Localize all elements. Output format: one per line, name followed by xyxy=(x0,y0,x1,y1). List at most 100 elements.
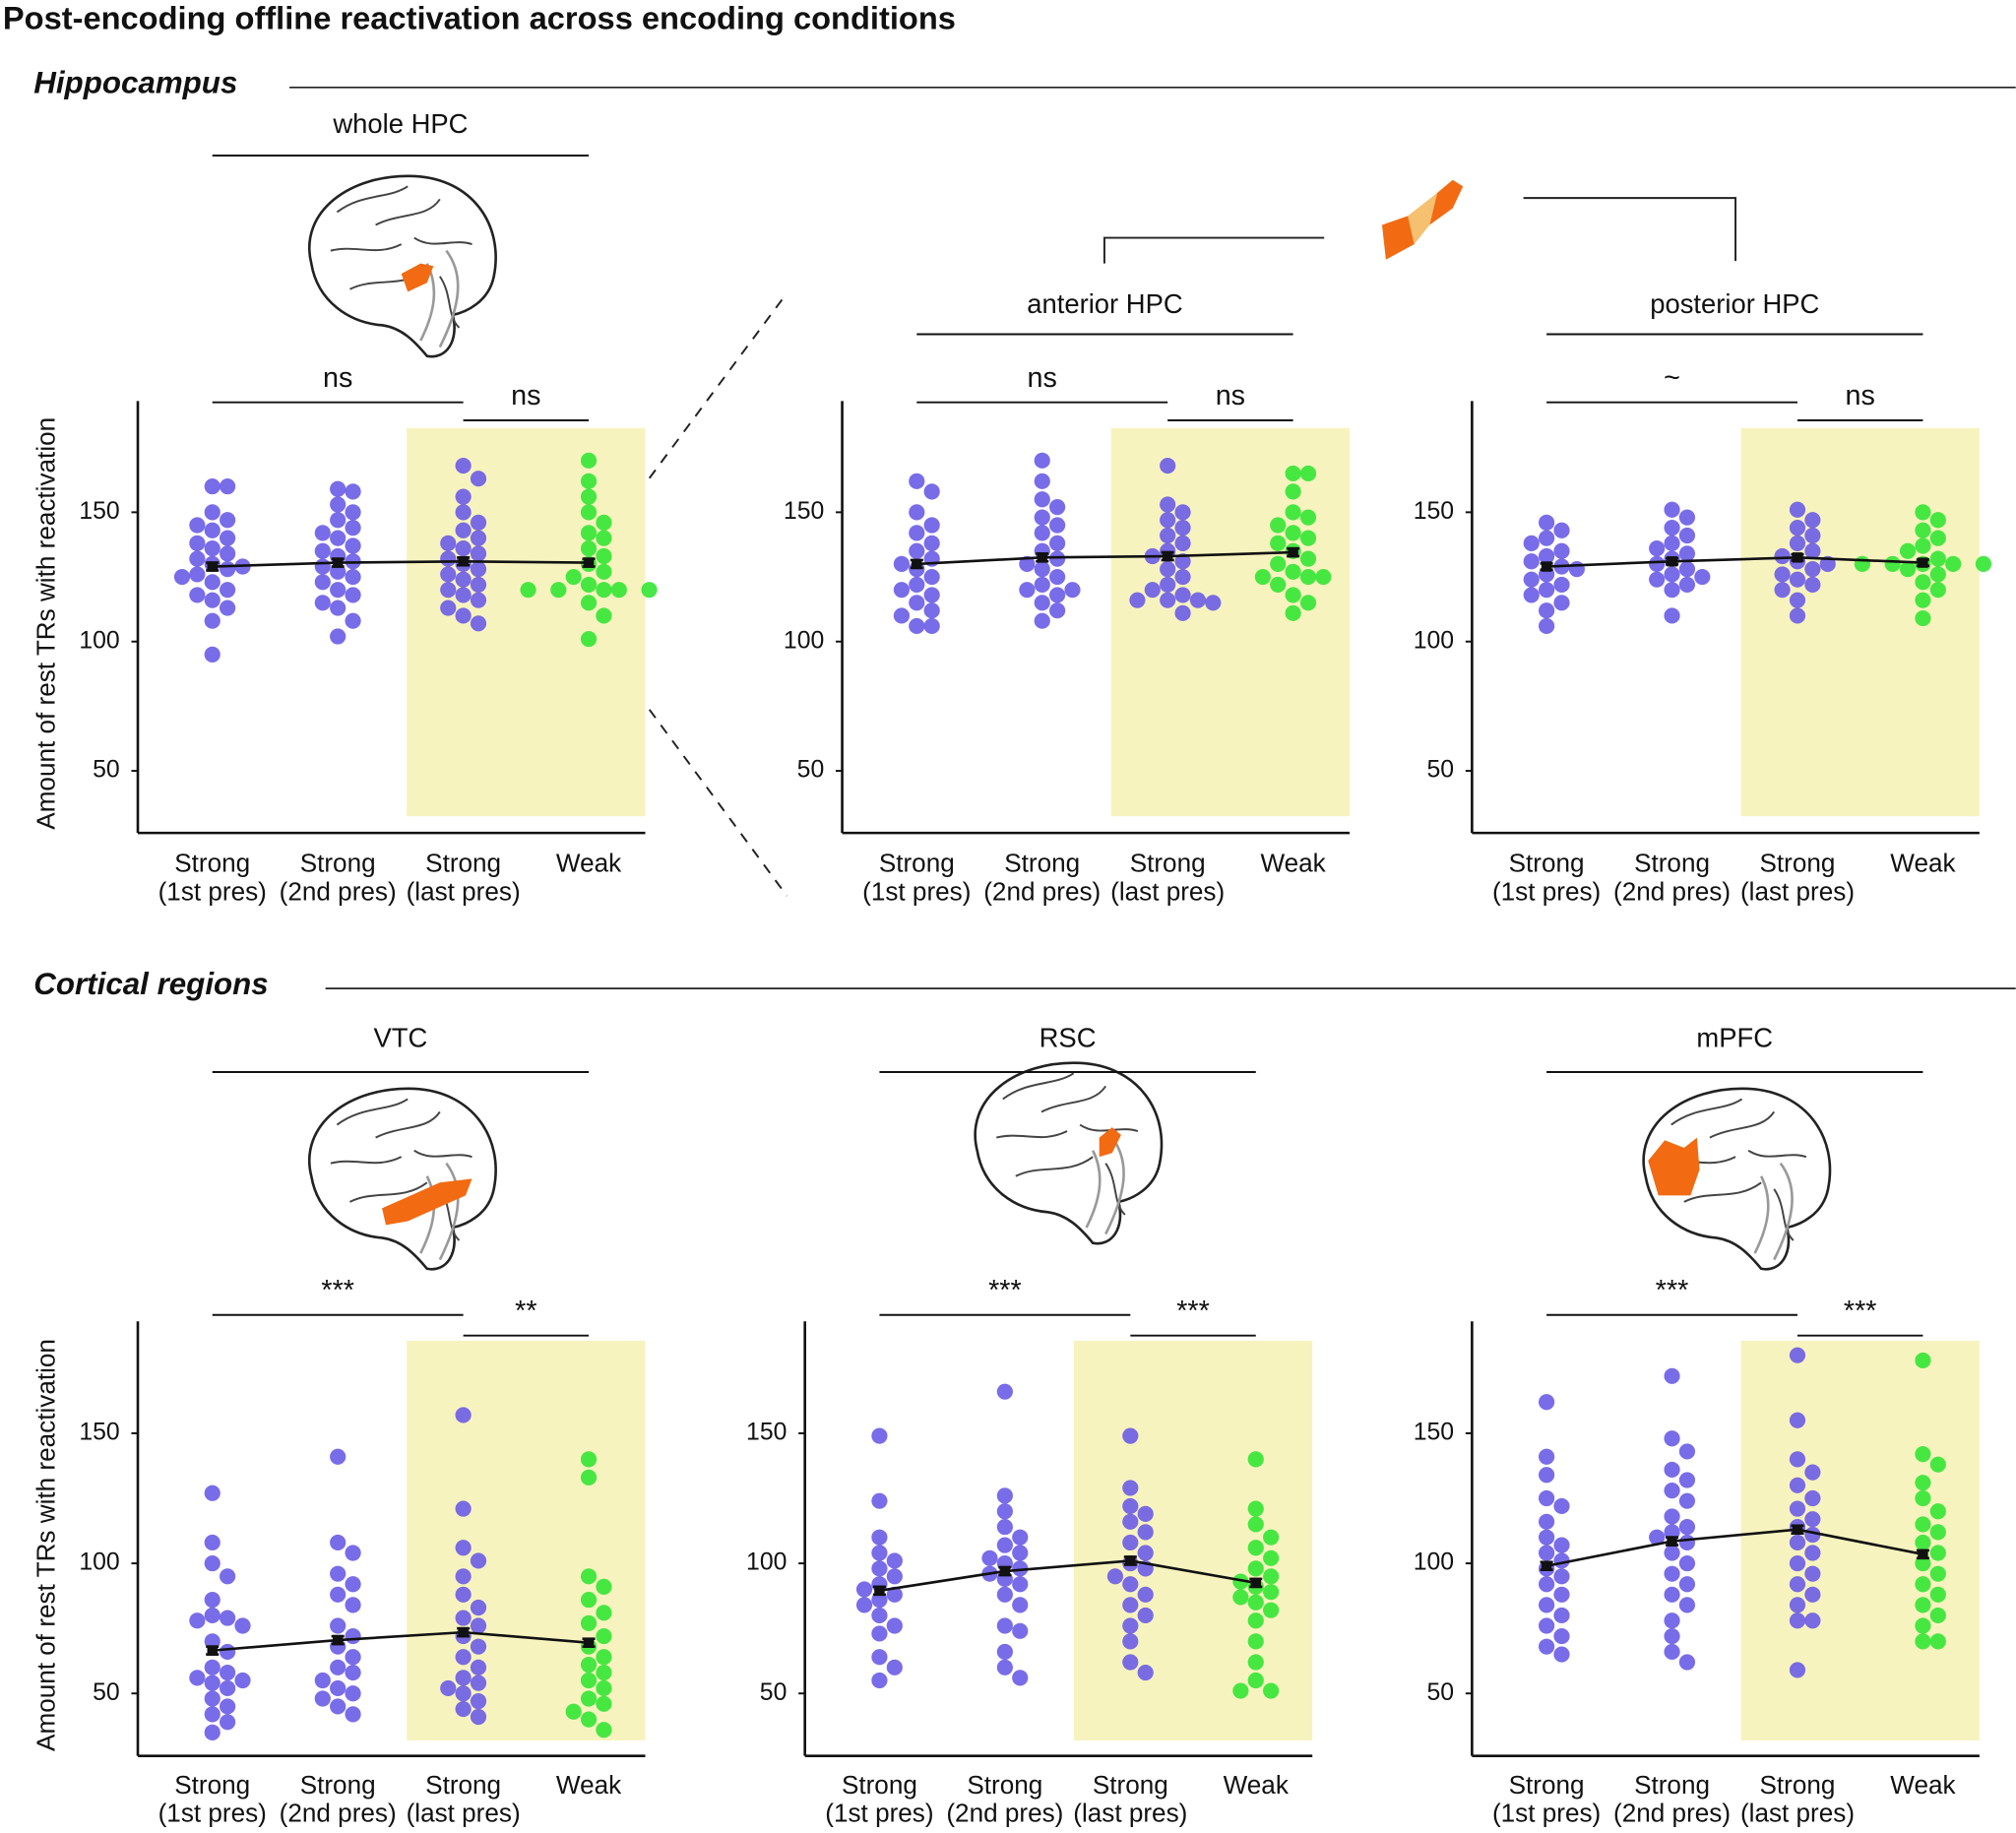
data-point xyxy=(871,1529,888,1546)
mean-marker xyxy=(1541,1560,1552,1571)
data-point xyxy=(886,1568,903,1585)
data-point xyxy=(893,607,911,624)
data-point xyxy=(909,504,925,521)
data-point xyxy=(1174,604,1191,621)
data-point xyxy=(314,525,331,541)
mean-marker xyxy=(999,1565,1011,1577)
data-point xyxy=(330,1448,346,1465)
data-point xyxy=(330,480,346,497)
significance-label: ** xyxy=(515,1296,536,1327)
x-tick-label: Weak xyxy=(556,849,622,878)
data-point xyxy=(220,582,236,599)
data-point xyxy=(220,512,236,529)
data-point xyxy=(1804,1464,1821,1481)
panel-title: anterior HPC xyxy=(1027,288,1182,319)
data-point xyxy=(1649,555,1666,572)
x-tick-label: Strong xyxy=(300,1770,376,1800)
data-point xyxy=(1160,576,1176,594)
x-tick-label: (1st pres) xyxy=(158,1799,267,1828)
zoom-line xyxy=(648,709,788,897)
data-point xyxy=(1884,555,1901,572)
x-tick-label: (2nd pres) xyxy=(1613,1799,1731,1828)
data-point xyxy=(220,1568,236,1585)
data-point xyxy=(455,571,472,588)
data-point xyxy=(923,483,940,500)
mean-line xyxy=(1546,556,1923,568)
data-point xyxy=(1678,509,1696,526)
data-point xyxy=(1122,1534,1139,1551)
data-point xyxy=(440,550,457,567)
data-point xyxy=(1899,561,1917,578)
data-point xyxy=(1539,1394,1555,1411)
data-point xyxy=(1929,512,1946,529)
data-point xyxy=(1247,1516,1264,1533)
data-point xyxy=(1049,587,1066,603)
data-point xyxy=(1034,473,1050,489)
data-point xyxy=(455,607,472,624)
data-point xyxy=(1929,550,1946,567)
data-point xyxy=(1678,1443,1696,1460)
data-point xyxy=(330,1586,346,1603)
data-point xyxy=(1975,555,1992,572)
data-point xyxy=(1774,582,1791,599)
data-point xyxy=(886,1586,903,1603)
x-tick-label: Strong xyxy=(1130,849,1206,878)
data-point xyxy=(1553,542,1570,559)
panel-title: VTC xyxy=(373,1023,427,1053)
data-point xyxy=(871,1649,888,1666)
x-tick-label: (1st pres) xyxy=(825,1799,933,1828)
data-point xyxy=(1034,595,1050,611)
data-point xyxy=(330,1679,346,1697)
data-point xyxy=(189,550,206,567)
mean-marker xyxy=(1250,1577,1261,1589)
data-point xyxy=(1012,1670,1029,1686)
x-tick-label: (last pres) xyxy=(1740,876,1855,906)
data-point xyxy=(220,1664,236,1681)
data-point xyxy=(1012,1597,1029,1613)
data-point xyxy=(996,1503,1013,1520)
data-point xyxy=(1034,561,1050,578)
data-point xyxy=(1122,1617,1139,1634)
x-tick-label: Strong xyxy=(1004,849,1080,878)
data-point xyxy=(1285,465,1301,482)
y-tick-label: 100 xyxy=(746,1549,787,1576)
x-tick-label: Strong xyxy=(300,849,376,878)
mean-marker xyxy=(1918,1549,1928,1560)
mean-marker xyxy=(583,1637,595,1648)
data-point xyxy=(470,1659,487,1675)
data-point xyxy=(1915,537,1931,554)
x-tick-label: (1st pres) xyxy=(1492,1799,1601,1828)
data-point xyxy=(1034,576,1050,594)
x-tick-label: Weak xyxy=(1890,849,1956,878)
data-point xyxy=(1232,1682,1249,1699)
data-point xyxy=(220,1679,236,1697)
data-point xyxy=(204,477,220,495)
data-point xyxy=(204,504,220,521)
data-point xyxy=(1929,1545,1946,1561)
data-point xyxy=(1649,540,1666,557)
data-point xyxy=(1678,1492,1696,1509)
hippocampus-icon xyxy=(1381,179,1464,260)
data-point xyxy=(1160,512,1176,529)
data-point xyxy=(470,530,487,546)
data-point xyxy=(1678,545,1696,562)
data-point xyxy=(220,477,236,495)
x-tick-label: (1st pres) xyxy=(862,876,971,906)
y-tick-label: 150 xyxy=(79,1419,119,1445)
data-point xyxy=(550,582,567,599)
significance-label: ns xyxy=(323,362,352,394)
data-point xyxy=(470,471,487,487)
data-point xyxy=(330,1534,346,1551)
data-point xyxy=(871,1545,888,1561)
data-point xyxy=(886,1552,903,1569)
data-point xyxy=(596,1679,612,1697)
x-tick-label: Strong xyxy=(1760,1770,1836,1800)
mean-line xyxy=(916,550,1293,566)
panel-title: whole HPC xyxy=(332,108,468,139)
data-point xyxy=(871,1672,888,1689)
data-point xyxy=(455,1649,472,1666)
data-point xyxy=(345,1576,361,1593)
data-point xyxy=(580,1568,598,1585)
data-point xyxy=(996,1643,1013,1661)
data-point xyxy=(1539,1448,1555,1465)
